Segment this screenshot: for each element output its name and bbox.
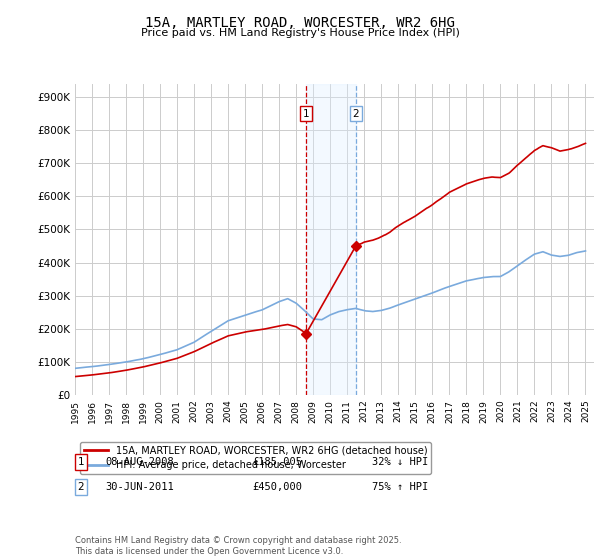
Text: £450,000: £450,000 bbox=[252, 482, 302, 492]
Text: 75% ↑ HPI: 75% ↑ HPI bbox=[372, 482, 428, 492]
Legend: 15A, MARTLEY ROAD, WORCESTER, WR2 6HG (detached house), HPI: Average price, deta: 15A, MARTLEY ROAD, WORCESTER, WR2 6HG (d… bbox=[80, 442, 431, 474]
Text: 1: 1 bbox=[77, 457, 85, 467]
Text: 30-JUN-2011: 30-JUN-2011 bbox=[105, 482, 174, 492]
Bar bbox=[306, 84, 356, 395]
Text: 1: 1 bbox=[303, 109, 310, 119]
Text: 15A, MARTLEY ROAD, WORCESTER, WR2 6HG: 15A, MARTLEY ROAD, WORCESTER, WR2 6HG bbox=[145, 16, 455, 30]
Text: 32% ↓ HPI: 32% ↓ HPI bbox=[372, 457, 428, 467]
Text: 2: 2 bbox=[77, 482, 85, 492]
Text: Contains HM Land Registry data © Crown copyright and database right 2025.
This d: Contains HM Land Registry data © Crown c… bbox=[75, 536, 401, 556]
Text: 08-AUG-2008: 08-AUG-2008 bbox=[105, 457, 174, 467]
Text: 2: 2 bbox=[352, 109, 359, 119]
Text: Price paid vs. HM Land Registry's House Price Index (HPI): Price paid vs. HM Land Registry's House … bbox=[140, 28, 460, 38]
Text: £185,005: £185,005 bbox=[252, 457, 302, 467]
